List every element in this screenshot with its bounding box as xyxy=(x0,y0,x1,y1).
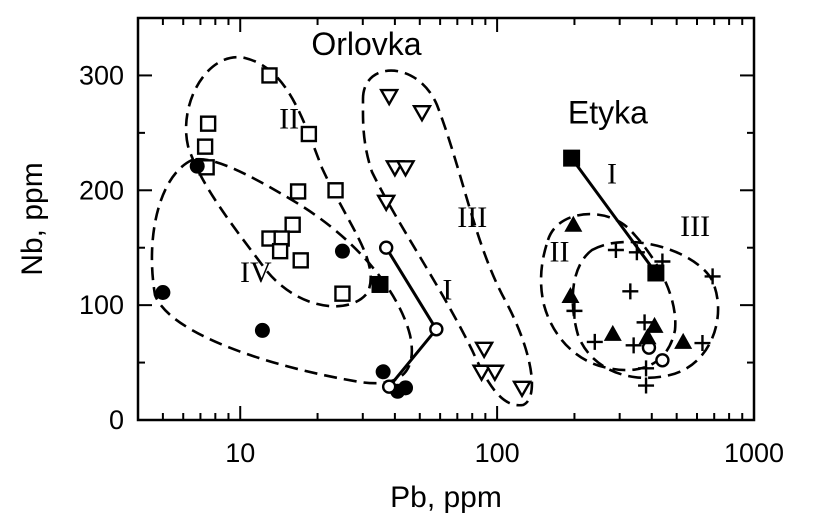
point-open-square xyxy=(261,67,278,84)
group-label: I xyxy=(442,273,452,306)
region-label: Etyka xyxy=(568,95,648,131)
point-filled-triangle xyxy=(564,215,583,232)
x-tick-label: 100 xyxy=(475,438,520,468)
point-filled-circle xyxy=(254,322,270,338)
y-axis-title: Nb, ppm xyxy=(16,162,49,275)
point-open-square xyxy=(289,183,307,200)
x-tick-label: 1000 xyxy=(724,438,784,468)
point-plus xyxy=(586,333,603,350)
point-plus xyxy=(704,268,721,285)
x-axis-title: Pb, ppm xyxy=(390,481,502,514)
point-filled-circle xyxy=(375,364,391,380)
y-tick-label: 100 xyxy=(79,290,124,320)
x-axis-ticks: 10 100 1000 xyxy=(137,18,784,468)
point-plus xyxy=(636,314,653,331)
point-plus xyxy=(625,337,642,354)
y-axis-ticks: 0 100 200 300 xyxy=(79,17,754,435)
envelope-etyka-III xyxy=(571,240,720,380)
region-label: Orlovka xyxy=(311,26,421,62)
point-open-square xyxy=(334,285,351,302)
point-filled-square xyxy=(647,264,665,282)
envelope-orlovka-II xyxy=(184,55,373,308)
connecting-line xyxy=(570,157,658,274)
group-label: I xyxy=(607,157,617,190)
point-filled-triangle xyxy=(638,328,657,345)
point-plus xyxy=(638,360,655,377)
point-open-triangle xyxy=(511,380,533,399)
point-open-triangle xyxy=(379,88,400,107)
point-open-square xyxy=(271,242,289,260)
group-label: III xyxy=(680,210,710,243)
point-open-circle xyxy=(381,379,397,394)
point-open-triangle xyxy=(411,104,433,123)
point-open-square xyxy=(199,115,217,132)
point-plus xyxy=(654,253,671,270)
group-label: IV xyxy=(240,256,272,289)
point-open-triangle xyxy=(471,364,492,383)
point-filled-triangle xyxy=(603,324,622,341)
point-open-circle xyxy=(378,240,394,255)
group-I-lines xyxy=(384,157,658,388)
group-label: II xyxy=(279,102,299,135)
point-plus xyxy=(694,335,711,352)
point-plus xyxy=(628,244,645,261)
point-filled-circle xyxy=(398,380,414,396)
point-filled-circle xyxy=(189,158,205,174)
point-open-square xyxy=(196,138,214,155)
point-filled-circle xyxy=(334,243,350,259)
point-open-square xyxy=(292,252,309,269)
point-open-circle xyxy=(655,353,670,368)
group-label: II xyxy=(550,235,570,268)
point-filled-triangle xyxy=(561,286,580,303)
point-open-triangle xyxy=(376,194,397,213)
point-plus xyxy=(622,283,639,300)
x-tick-label: 10 xyxy=(225,438,255,468)
point-open-square xyxy=(300,125,318,143)
plot-frame xyxy=(136,16,756,422)
connecting-line xyxy=(384,246,439,388)
y-tick-label: 200 xyxy=(79,175,124,205)
point-open-circle xyxy=(429,322,444,337)
point-plus xyxy=(607,242,624,259)
point-open-triangle xyxy=(474,341,495,360)
point-plus xyxy=(566,302,583,319)
group-label: III xyxy=(457,201,487,234)
point-open-triangle xyxy=(484,364,505,383)
y-tick-label: 0 xyxy=(109,405,124,435)
data-points xyxy=(155,67,721,399)
point-filled-circle xyxy=(155,285,171,301)
point-filled-square xyxy=(371,275,389,293)
point-open-triangle xyxy=(395,160,416,178)
point-open-square xyxy=(284,216,301,233)
point-plus xyxy=(638,377,655,394)
point-filled-triangle xyxy=(674,332,693,349)
envelope-orlovka-III xyxy=(361,69,534,407)
point-filled-triangle xyxy=(645,316,664,333)
y-tick-label: 300 xyxy=(79,60,124,90)
axes: 10 100 1000 0 100 200 300 Pb, ppm Nb, ppm xyxy=(16,16,784,514)
point-open-square xyxy=(327,182,344,199)
envelope-orlovka-IV xyxy=(150,157,414,385)
point-filled-square xyxy=(563,149,581,167)
